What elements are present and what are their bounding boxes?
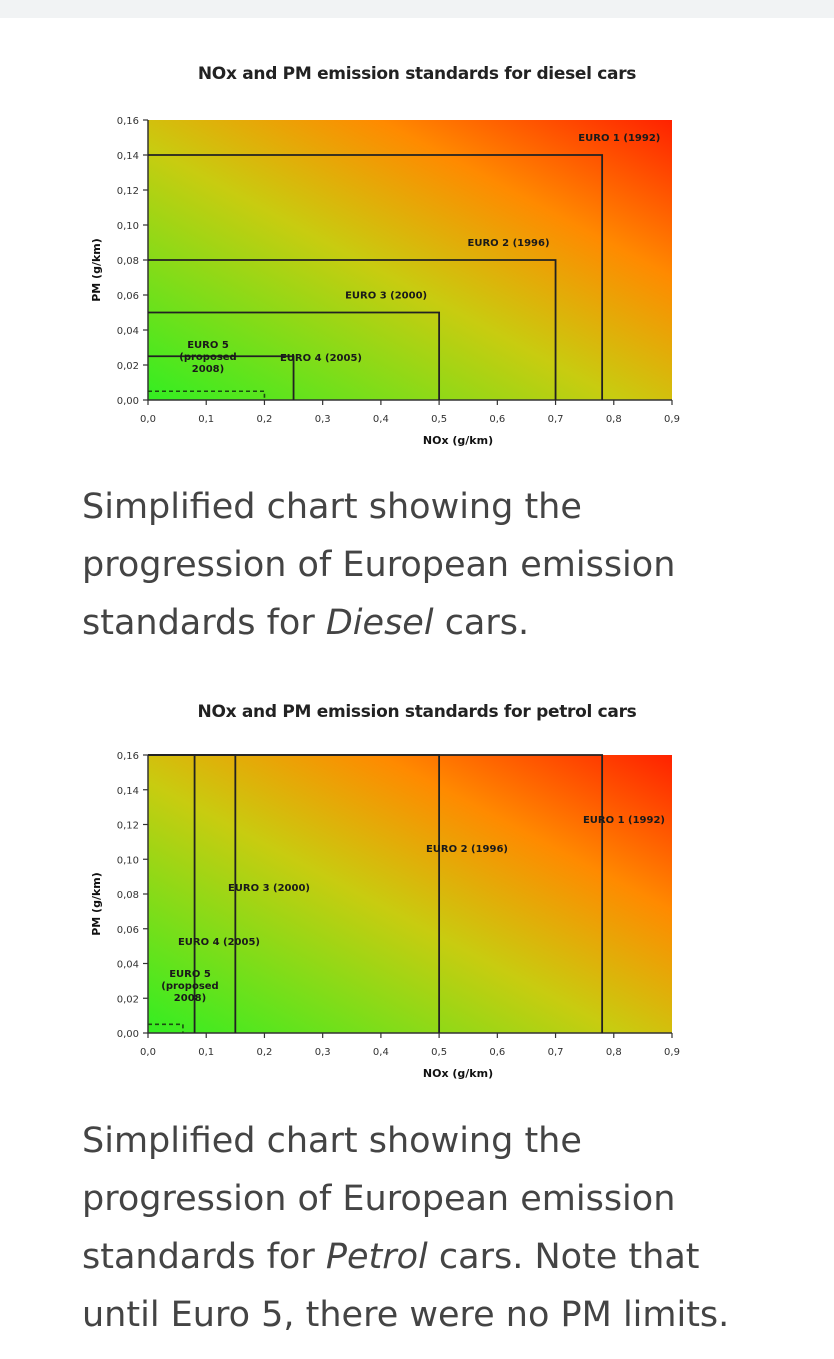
diesel-x-tick-label: 0,5: [431, 414, 447, 425]
diesel-limit-box: [148, 390, 266, 400]
petrol-x-tick-label: 0,9: [664, 1047, 680, 1058]
top-strip: [0, 0, 834, 18]
petrol-series-label: EURO 2 (1996): [426, 844, 508, 855]
petrol-series-label: EURO 1 (1992): [583, 815, 665, 826]
petrol-chart: 0,00 0,02 0,04 0,06 0,08 0,10 0,12 0,14 0,16 0,0 0…: [90, 751, 680, 1080]
petrol-x-axis-label: NOx (g/km): [423, 1067, 493, 1080]
petrol-y-tick-label: 0,10: [117, 855, 139, 866]
petrol-series-label: EURO 5: [169, 969, 211, 980]
petrol-series-label: EURO 3 (2000): [228, 883, 310, 894]
diesel-caption: Simplified chart showing the progression…: [82, 478, 762, 652]
petrol-chart-title: NOx and PM emission standards for petrol…: [197, 702, 637, 722]
diesel-y-axis-label: PM (g/km): [90, 238, 103, 302]
diesel-x-tick-label: 0,9: [664, 414, 680, 425]
diesel-series-label: EURO 4 (2005): [280, 353, 362, 364]
petrol-x-tick-label: 0,3: [315, 1047, 331, 1058]
diesel-y-tick-label: 0,16: [117, 116, 139, 127]
diesel-x-tick-label: 0,6: [489, 414, 505, 425]
petrol-x-tick-label: 0,8: [606, 1047, 622, 1058]
petrol-plot-area: [148, 755, 672, 1033]
diesel-y-tick-label: 0,08: [117, 256, 139, 267]
diesel-x-tick-label: 0,8: [606, 414, 622, 425]
petrol-caption: Simplified chart showing the progression…: [82, 1112, 762, 1344]
diesel-y-tick-label: 0,10: [117, 221, 139, 232]
diesel-y-tick-label: 0,12: [117, 186, 139, 197]
diesel-x-axis-label: NOx (g/km): [423, 434, 493, 447]
petrol-limit-box: [148, 754, 441, 1033]
diesel-chart: 0,00 0,02 0,04 0,06 0,08 0,10 0,12 0,14 0,16 0,0 0…: [90, 116, 680, 447]
petrol-y-tick-label: 0,06: [117, 925, 139, 936]
petrol-y-axis-label: PM (g/km): [90, 872, 103, 936]
diesel-caption-end: cars.: [433, 603, 530, 643]
diesel-limit-box: [148, 355, 295, 400]
petrol-y-tick-label: 0,02: [117, 994, 139, 1005]
petrol-series-label: EURO 4 (2005): [178, 937, 260, 948]
petrol-limit-box: [148, 754, 196, 1033]
petrol-caption-end: cars. Note that until Euro 5, there were…: [82, 1237, 730, 1335]
diesel-series-label: EURO 2 (1996): [468, 238, 550, 249]
diesel-limit-box: [148, 154, 604, 400]
diesel-x-tick-label: 0,2: [256, 414, 272, 425]
diesel-limit-box: [148, 259, 557, 400]
petrol-y-tick-label: 0,00: [117, 1029, 139, 1040]
diesel-chart-figure: NOx and PM emission standards for diesel…: [0, 18, 834, 473]
petrol-x-tick-label: 0,7: [548, 1047, 564, 1058]
diesel-x-tick-label: 0,1: [198, 414, 214, 425]
diesel-chart-title: NOx and PM emission standards for diesel…: [197, 64, 637, 84]
diesel-series-label: EURO 5: [187, 340, 229, 351]
diesel-x-tick-label: 0,7: [548, 414, 564, 425]
diesel-series-label: 2008): [192, 364, 224, 375]
petrol-caption-emphasis: Petrol: [325, 1237, 428, 1277]
petrol-x-tick-label: 0,6: [489, 1047, 505, 1058]
petrol-y-tick-label: 0,14: [117, 786, 139, 797]
petrol-x-tick-label: 0,0: [140, 1047, 156, 1058]
petrol-series-label: (proposed: [161, 981, 218, 992]
diesel-y-tick-label: 0,14: [117, 151, 139, 162]
diesel-series-label: EURO 3 (2000): [345, 291, 427, 302]
diesel-x-tick-label: 0,3: [315, 414, 331, 425]
petrol-x-tick-label: 0,2: [256, 1047, 272, 1058]
diesel-y-tick-label: 0,04: [117, 326, 139, 337]
petrol-y-tick-label: 0,08: [117, 890, 139, 901]
diesel-y-tick-label: 0,02: [117, 361, 139, 372]
diesel-caption-emphasis: Diesel: [325, 603, 434, 643]
petrol-y-tick-label: 0,16: [117, 751, 139, 762]
diesel-x-tick-label: 0,4: [373, 414, 389, 425]
diesel-y-tick-label: 0,06: [117, 291, 139, 302]
diesel-caption-text: Simplified chart showing the progression…: [82, 487, 676, 643]
petrol-x-tick-label: 0,4: [373, 1047, 389, 1058]
diesel-limit-box: [148, 311, 441, 400]
diesel-series-label: EURO 1 (1992): [578, 133, 660, 144]
petrol-series-label: 2008): [174, 993, 206, 1004]
petrol-chart-figure: NOx and PM emission standards for petrol…: [0, 655, 834, 1095]
diesel-x-tick-label: 0,0: [140, 414, 156, 425]
diesel-series-label: (proposed: [179, 352, 236, 363]
petrol-y-tick-label: 0,12: [117, 821, 139, 832]
petrol-x-tick-label: 0,1: [198, 1047, 214, 1058]
diesel-y-tick-label: 0,00: [117, 396, 139, 407]
petrol-y-tick-label: 0,04: [117, 960, 139, 971]
petrol-caption-text: Simplified chart showing the progression…: [82, 1121, 676, 1277]
petrol-x-tick-label: 0,5: [431, 1047, 447, 1058]
